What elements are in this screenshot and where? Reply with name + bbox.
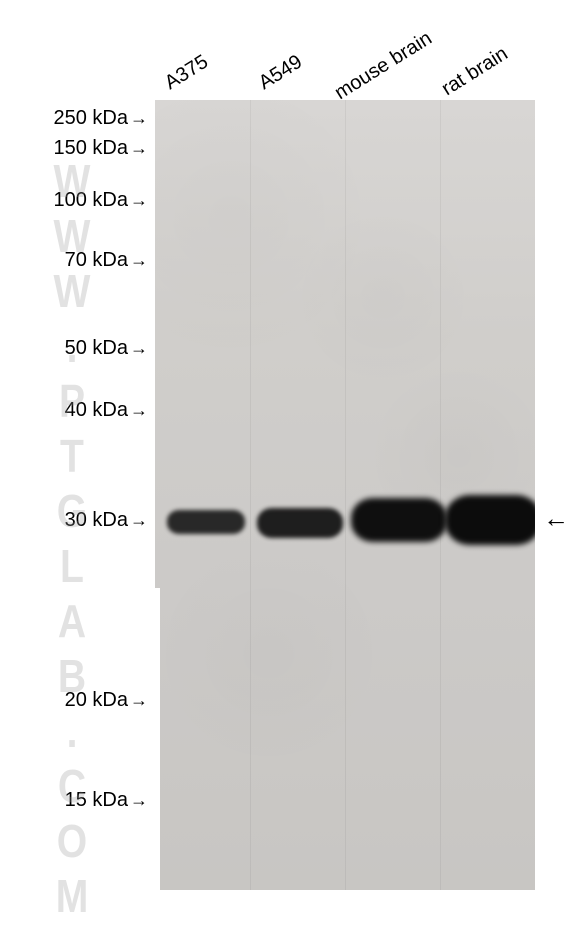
lane-separator (345, 100, 346, 890)
lane-labels-row: A375A549mouse brainrat brain (155, 0, 535, 100)
mw-marker-label: 150 kDa→ (54, 137, 149, 160)
mw-value-text: 40 kDa (65, 399, 128, 422)
mw-value-text: 15 kDa (65, 789, 128, 812)
arrow-right-icon: → (130, 790, 148, 811)
protein-band (445, 495, 535, 545)
arrow-right-icon: → (130, 138, 148, 159)
mw-marker-label: 40 kDa→ (65, 399, 148, 422)
mw-value-text: 20 kDa (65, 689, 128, 712)
mw-value-text: 30 kDa (65, 509, 128, 532)
mw-value-text: 70 kDa (65, 249, 128, 272)
arrow-right-icon: → (130, 190, 148, 211)
arrow-right-icon: → (130, 108, 148, 129)
blot-membrane (155, 100, 535, 890)
arrow-right-icon: → (130, 690, 148, 711)
mw-marker-label: 20 kDa→ (65, 689, 148, 712)
mw-marker-label: 70 kDa→ (65, 249, 148, 272)
protein-band (167, 510, 245, 534)
mw-marker-label: 250 kDa→ (54, 107, 149, 130)
mw-value-text: 250 kDa (54, 107, 129, 130)
lane-label: A549 (255, 51, 307, 95)
protein-band (257, 508, 343, 538)
arrow-right-icon: → (130, 250, 148, 271)
mw-marker-label: 15 kDa→ (65, 789, 148, 812)
lane-separator (440, 100, 441, 890)
protein-band (351, 498, 447, 542)
mw-value-text: 100 kDa (54, 189, 129, 212)
arrow-right-icon: → (130, 338, 148, 359)
arrow-right-icon: → (130, 400, 148, 421)
lane-separator (250, 100, 251, 890)
mw-marker-label: 50 kDa→ (65, 337, 148, 360)
mw-value-text: 50 kDa (65, 337, 128, 360)
arrow-right-icon: → (130, 510, 148, 531)
blot-left-tear (155, 588, 160, 890)
lane-label: mouse brain (331, 27, 437, 105)
lane-label: rat brain (438, 43, 512, 101)
lane-label: A375 (161, 51, 213, 95)
target-band-arrow: ← (543, 503, 569, 534)
mw-marker-label: 100 kDa→ (54, 189, 149, 212)
mw-value-text: 150 kDa (54, 137, 129, 160)
mw-marker-label: 30 kDa→ (65, 509, 148, 532)
blot-figure: A375A549mouse brainrat brain 250 kDa→150… (0, 0, 585, 903)
